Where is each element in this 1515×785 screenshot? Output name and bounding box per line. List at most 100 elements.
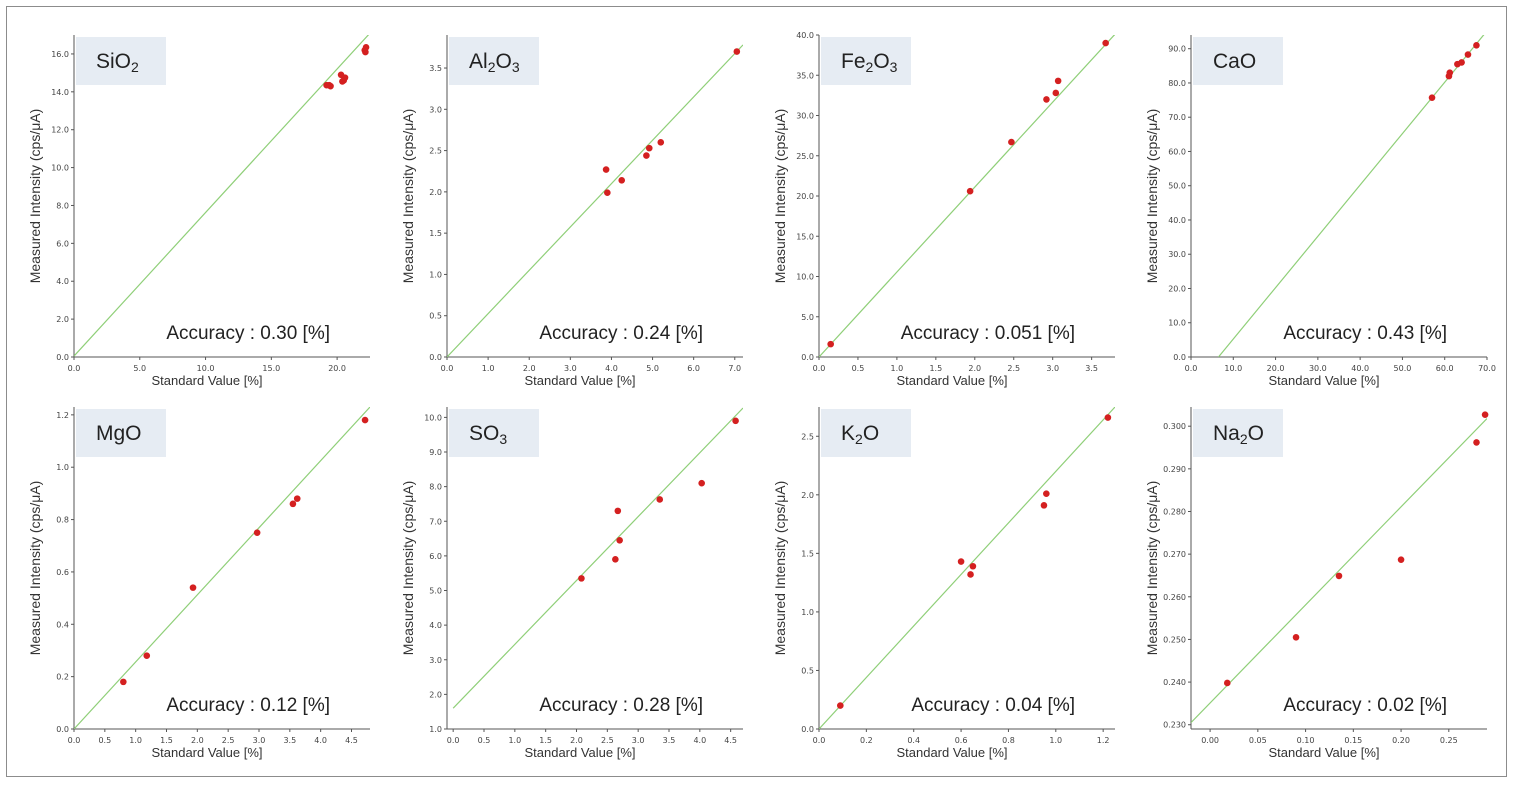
title-box	[821, 409, 911, 457]
data-point	[614, 507, 622, 515]
x-tick-label: 4.5	[345, 736, 358, 745]
x-tick-label: 0.0	[1185, 364, 1198, 373]
y-tick-label: 0.8	[56, 516, 69, 525]
title-box	[449, 409, 539, 457]
title-box	[821, 37, 911, 85]
x-tick-label: 1.5	[539, 736, 552, 745]
fit-line	[447, 44, 743, 357]
accuracy-label: Accuracy : 0.24 [%]	[539, 323, 703, 344]
x-tick-label: 2.0	[968, 364, 981, 373]
y-axis-title: Measured Intensity (cps/μA)	[1144, 109, 1160, 284]
y-tick-label: 0.0	[1173, 353, 1186, 362]
fit-line	[819, 407, 1115, 729]
data-point	[1102, 39, 1109, 47]
chart-title: SiO2	[96, 50, 139, 75]
y-tick-label: 0.280	[1163, 507, 1186, 516]
x-tick-label: 2.5	[601, 736, 614, 745]
y-tick-label: 0.260	[1163, 593, 1186, 602]
accuracy-label: Accuracy : 0.12 [%]	[166, 695, 330, 716]
chart-title: MgO	[96, 422, 142, 445]
title-segment: CaO	[1213, 50, 1256, 73]
y-tick-label: 16.0	[51, 50, 69, 59]
x-axis-title: Standard Value [%]	[151, 373, 262, 388]
scatter-chart: 0.0 0.5 1.0 1.5 2.0 2.5 3.0 3.5 0.0 1.0 2.0 3.0 4.0 5…	[400, 35, 743, 388]
y-tick-label: 9.0	[429, 448, 442, 457]
title-subscript: 3	[499, 431, 507, 447]
x-tick-label: 0.0	[813, 364, 826, 373]
y-tick-label: 14.0	[51, 88, 69, 97]
fit-line	[1191, 418, 1487, 724]
x-tick-label: 2.0	[523, 364, 536, 373]
x-tick-label: 4.0	[693, 736, 706, 745]
data-point	[657, 139, 665, 146]
x-tick-label: 0.0	[447, 736, 460, 745]
y-tick-label: 0.300	[1163, 422, 1186, 431]
x-tick-label: 0.00	[1201, 736, 1219, 745]
y-tick-label: 1.0	[801, 608, 814, 617]
y-tick-label: 20.0	[1168, 284, 1186, 293]
scatter-chart: 0.230 0.240 0.250 0.260 0.270 0.280 0.290 0.300…	[1144, 407, 1489, 760]
data-point	[827, 340, 834, 348]
y-tick-label: 10.0	[796, 273, 814, 282]
calibration-panel: 0.0 0.5 1.0 1.5 2.0 2.5 3.0 3.5 0.0 1.0 2.0 3.0 4.0 5…	[383, 25, 753, 410]
data-point	[1043, 490, 1050, 497]
title-box	[449, 37, 539, 85]
x-tick-label: 7.0	[728, 364, 741, 373]
title-segment: SiO	[96, 50, 131, 73]
x-tick-label: 1.0	[1049, 736, 1062, 745]
x-tick-label: 3.0	[564, 364, 577, 373]
y-tick-label: 70.0	[1168, 113, 1186, 122]
y-axis-title: Measured Intensity (cps/μA)	[27, 481, 43, 656]
y-tick-label: 2.0	[429, 188, 442, 197]
data-point	[189, 584, 197, 591]
x-tick-label: 30.0	[1309, 364, 1327, 373]
title-segment: O	[863, 422, 879, 445]
data-point	[1054, 77, 1062, 85]
title-box	[76, 409, 166, 457]
fit-line	[1218, 35, 1485, 357]
scatter-chart: 1.0 2.0 3.0 4.0 5.0 6.0 7.0 8.0 9.0 10.0 0.0 0.5 1.0…	[400, 407, 743, 760]
y-tick-label: 30.0	[1168, 250, 1186, 259]
y-tick-label: 2.0	[56, 315, 69, 324]
x-tick-label: 3.0	[253, 736, 266, 745]
chart-title: Na2O	[1213, 422, 1264, 447]
data-point	[957, 558, 965, 565]
y-tick-label: 8.0	[429, 483, 442, 492]
y-tick-label: 2.5	[801, 432, 814, 441]
data-point	[1428, 94, 1436, 101]
accuracy-label: Accuracy : 0.43 [%]	[1283, 323, 1447, 344]
x-tick-label: 0.25	[1440, 736, 1458, 745]
x-tick-label: 0.0	[441, 364, 454, 373]
title-segment: Fe	[841, 50, 866, 73]
title-box	[1193, 409, 1283, 457]
y-tick-label: 6.0	[429, 552, 442, 561]
calibration-panel: 0.0 5.0 10.0 15.0 20.0 25.0 30.0 35.0 40.0 0.0 0.5…	[755, 25, 1125, 410]
calibration-panel: 0.0 0.5 1.0 1.5 2.0 2.5 0.0 0.2 0.4 0.6 0.8 1.0 1.2 K…	[755, 397, 1125, 782]
y-tick-label: 7.0	[429, 517, 442, 526]
x-tick-label: 10.0	[197, 364, 215, 373]
y-tick-label: 1.0	[56, 463, 69, 472]
x-tick-label: 2.0	[570, 736, 583, 745]
y-axis-title: Measured Intensity (cps/μA)	[1144, 481, 1160, 656]
x-tick-label: 40.0	[1351, 364, 1369, 373]
y-tick-label: 0.0	[56, 725, 69, 734]
title-segment: K	[841, 422, 855, 445]
x-tick-label: 3.0	[1046, 364, 1059, 373]
y-tick-label: 20.0	[796, 192, 814, 201]
data-point	[645, 144, 653, 152]
y-tick-label: 10.0	[51, 164, 69, 173]
y-tick-label: 0.0	[429, 353, 442, 362]
x-tick-label: 20.0	[328, 364, 346, 373]
title-segment: MgO	[96, 422, 142, 445]
data-point	[612, 556, 619, 563]
x-tick-label: 0.5	[478, 736, 491, 745]
y-tick-label: 30.0	[796, 112, 814, 121]
data-point	[143, 652, 151, 659]
data-point	[253, 529, 261, 536]
accuracy-label: Accuracy : 0.30 [%]	[166, 323, 330, 344]
x-tick-label: 2.5	[1007, 364, 1020, 373]
accuracy-label: Accuracy : 0.051 [%]	[901, 323, 1075, 344]
data-point	[1464, 51, 1472, 58]
data-point	[1104, 414, 1112, 421]
y-tick-label: 8.0	[56, 201, 69, 210]
